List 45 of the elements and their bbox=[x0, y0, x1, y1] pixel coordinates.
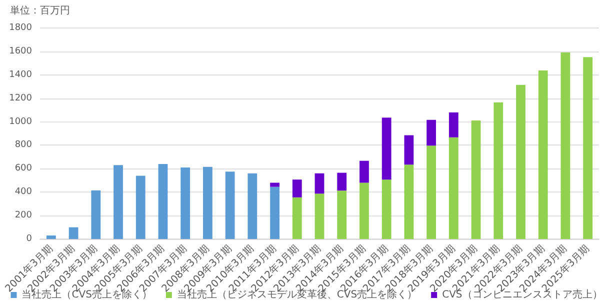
bar bbox=[426, 146, 436, 239]
bar bbox=[583, 57, 593, 239]
bar bbox=[91, 190, 101, 239]
y-tick-label: 1600 bbox=[9, 46, 32, 56]
bar bbox=[270, 186, 280, 239]
bar bbox=[46, 235, 56, 239]
bar bbox=[314, 173, 324, 194]
bar bbox=[448, 137, 458, 239]
bar bbox=[448, 112, 458, 138]
bar bbox=[471, 120, 481, 239]
y-tick-label: 1200 bbox=[9, 93, 32, 104]
y-axis-title: 単位：百万円 bbox=[10, 4, 70, 16]
y-tick-label: 200 bbox=[14, 210, 32, 221]
bar bbox=[203, 166, 212, 239]
bar bbox=[114, 165, 123, 239]
bar bbox=[426, 120, 436, 146]
bar bbox=[404, 135, 414, 165]
bar bbox=[560, 52, 570, 239]
bar bbox=[68, 227, 78, 239]
bar bbox=[292, 197, 302, 239]
y-tick-label: 0 bbox=[26, 234, 32, 244]
bar bbox=[270, 182, 280, 187]
bar bbox=[382, 180, 392, 239]
bar bbox=[360, 182, 369, 239]
y-tick-label: 1800 bbox=[9, 23, 32, 33]
y-tick-label: 400 bbox=[14, 187, 32, 198]
bar bbox=[404, 164, 414, 239]
bar bbox=[136, 176, 146, 239]
bar bbox=[225, 172, 235, 239]
bar bbox=[337, 190, 347, 239]
bar bbox=[180, 167, 190, 239]
y-tick-label: 600 bbox=[14, 164, 32, 174]
y-tick-label: 1000 bbox=[9, 116, 32, 127]
bar bbox=[494, 102, 504, 239]
bar bbox=[292, 180, 302, 198]
bar bbox=[538, 70, 548, 239]
bar bbox=[516, 84, 526, 239]
y-tick-label: 800 bbox=[14, 140, 32, 150]
bar bbox=[360, 160, 369, 183]
y-tick-label: 1400 bbox=[9, 70, 32, 80]
bar bbox=[382, 118, 392, 180]
bar bbox=[337, 172, 347, 191]
bar bbox=[248, 173, 258, 239]
bar bbox=[158, 164, 168, 239]
bar bbox=[314, 194, 324, 239]
